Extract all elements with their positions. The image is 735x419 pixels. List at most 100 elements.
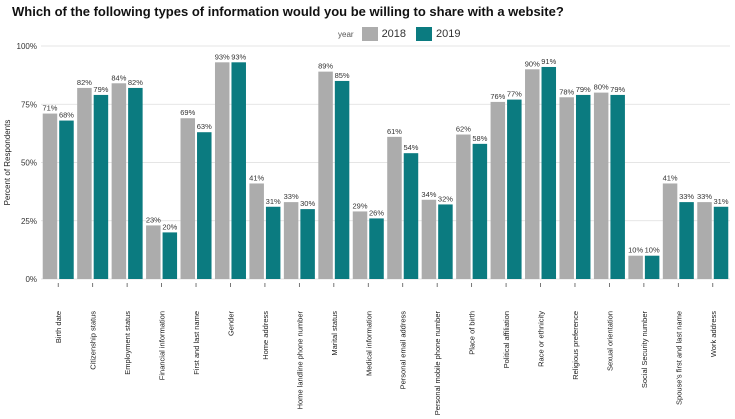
x-tick-label: Personal email address	[399, 311, 408, 390]
x-tick-label: Spouse's first and last name	[674, 311, 683, 405]
y-tick-label: 50%	[21, 159, 37, 168]
bar-2019	[644, 255, 660, 279]
data-label-2019: 63%	[197, 122, 212, 131]
legend: year 2018 2019	[338, 27, 471, 41]
bar-2018	[146, 225, 161, 279]
bar-2018	[352, 211, 368, 279]
bar-2019	[541, 66, 557, 279]
bar-2018	[283, 202, 299, 279]
bar-2018	[628, 255, 643, 279]
bar-2018	[662, 183, 678, 279]
bar-2018	[456, 134, 471, 279]
y-tick-label: 25%	[21, 217, 37, 226]
x-tick-label: First and last name	[192, 311, 201, 375]
data-label-2019: 31%	[266, 197, 281, 206]
bar-2018	[490, 101, 506, 279]
x-tick-label: Political affiliation	[502, 311, 511, 368]
data-label-2018: 29%	[353, 201, 368, 210]
data-label-2019: 30%	[300, 199, 315, 208]
data-label-2019: 58%	[472, 134, 487, 143]
data-label-2018: 62%	[456, 125, 471, 134]
x-tick-label: Medical information	[364, 311, 373, 376]
y-tick-label: 100%	[17, 42, 37, 51]
legend-item-2019: 2019	[416, 27, 461, 41]
data-label-2019: 91%	[541, 57, 556, 66]
data-label-2018: 89%	[318, 62, 333, 71]
data-label-2018: 84%	[111, 73, 126, 82]
bar-2019	[300, 209, 315, 279]
x-tick-label: Home address	[261, 311, 270, 360]
bar-2018	[214, 62, 230, 280]
bar-2018	[421, 199, 437, 279]
data-label-2018: 90%	[525, 59, 540, 68]
x-tick-label: Birth date	[54, 311, 63, 343]
data-label-2018: 23%	[146, 215, 161, 224]
bar-2019	[369, 218, 384, 279]
bar-2019	[59, 120, 74, 279]
data-label-2018: 93%	[215, 52, 230, 61]
data-label-2018: 80%	[594, 83, 609, 92]
data-label-2018: 34%	[421, 190, 436, 199]
data-label-2019: 32%	[438, 194, 453, 203]
data-label-2018: 33%	[284, 192, 299, 201]
data-label-2019: 79%	[93, 85, 108, 94]
y-axis-title: Percent of Respondents	[3, 120, 12, 206]
bar-2018	[525, 69, 540, 279]
bar-2018	[593, 92, 609, 279]
bar-2019	[713, 206, 729, 279]
data-label-2019: 10%	[645, 246, 660, 255]
x-tick-label: Citizenship status	[89, 311, 98, 370]
x-tick-label: Employment status	[123, 311, 132, 375]
data-label-2018: 33%	[697, 192, 712, 201]
data-label-2019: 77%	[507, 90, 522, 99]
x-tick-label: Work address	[709, 311, 718, 357]
bar-2019	[162, 232, 178, 279]
data-label-2018: 41%	[249, 173, 264, 182]
bar-2019	[128, 87, 143, 279]
x-tick-label: Marital status	[330, 311, 339, 356]
x-tick-label: Personal mobile phone number	[433, 311, 442, 416]
x-tick-label: Sexual orientation	[605, 311, 614, 371]
legend-swatch-2018	[361, 27, 378, 41]
x-tick-label: Gender	[226, 311, 235, 337]
x-tick-label: Race or ethnicity	[537, 311, 546, 367]
data-label-2018: 78%	[559, 87, 574, 96]
x-tick-label: Place of birth	[468, 311, 477, 355]
x-tick-label: Home landline phone number	[295, 311, 304, 410]
bar-2019	[679, 202, 694, 279]
data-label-2018: 10%	[628, 246, 643, 255]
bar-2018	[387, 136, 402, 279]
data-label-2019: 79%	[576, 85, 591, 94]
bar-2019	[334, 80, 350, 279]
x-tick-label: Social Security number	[640, 311, 649, 389]
data-label-2019: 93%	[231, 52, 246, 61]
data-label-2019: 20%	[162, 222, 177, 231]
legend-swatch-2019	[416, 27, 433, 41]
bar-2019	[575, 94, 591, 280]
bar-2019	[231, 62, 246, 280]
bar-2018	[318, 71, 333, 279]
data-label-2018: 71%	[42, 104, 57, 113]
bar-2019	[610, 94, 625, 280]
data-label-2018: 76%	[490, 92, 505, 101]
bar-2019	[507, 99, 522, 279]
bar-2019	[93, 94, 109, 280]
legend-item-2018: 2018	[361, 27, 406, 41]
data-label-2019: 26%	[369, 208, 384, 217]
chart-title: Which of the following types of informat…	[12, 4, 564, 19]
x-tick-label: Religious preference	[571, 311, 580, 380]
bar-2018	[697, 202, 712, 279]
legend-label-2019: 2019	[436, 28, 461, 40]
legend-title: year	[338, 29, 354, 39]
data-label-2018: 61%	[387, 127, 402, 136]
bar-2019	[197, 132, 212, 279]
bar-2018	[42, 113, 58, 279]
data-label-2019: 31%	[714, 197, 729, 206]
data-label-2019: 68%	[59, 111, 74, 120]
bar-2019	[265, 206, 281, 279]
bar-2019	[403, 153, 419, 279]
data-label-2018: 69%	[180, 108, 195, 117]
bar-2018	[249, 183, 264, 279]
